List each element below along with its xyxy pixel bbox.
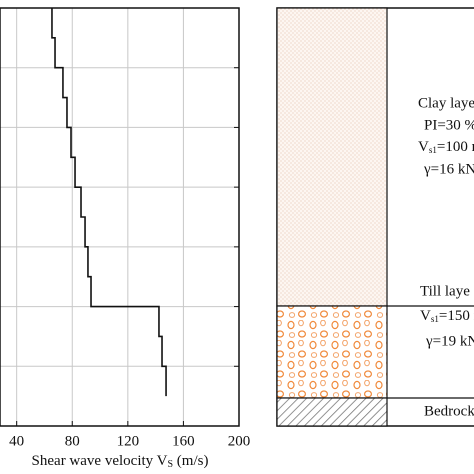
x-tick-label: 40 (9, 433, 24, 449)
velocity-profile (51, 8, 167, 397)
x-axis-label-text: Shear wave velocity V (32, 453, 168, 469)
value: =150 m (439, 308, 474, 324)
x-tick-label: 120 (117, 433, 140, 449)
layer-label: PI=30 % (424, 117, 474, 133)
soil-column (276, 7, 474, 427)
layer-label: Bedrock (424, 403, 474, 419)
x-axis-label: Shear wave velocity VS (m/s) (32, 453, 209, 470)
subscript: s1 (431, 314, 439, 324)
symbol: V (420, 308, 431, 324)
x-tick-label: 200 (228, 433, 251, 449)
value: =100 m (437, 139, 474, 155)
symbol: V (418, 139, 429, 155)
layer-label: Till laye (420, 283, 470, 299)
layer-label: Vs1=100 m (418, 139, 474, 155)
plot-frame (0, 7, 240, 427)
subscript: s1 (429, 145, 437, 155)
layer-label: Vs1=150 m (420, 308, 474, 324)
layer-label: Clay laye (418, 95, 474, 111)
layer-label: γ=16 kN/ (423, 161, 474, 177)
layer-label: γ=19 kN/ (425, 333, 474, 349)
x-tick-label: 80 (65, 433, 80, 449)
x-axis-label-unit: (m/s) (173, 453, 208, 469)
x-axis-label-sub: S (167, 459, 173, 470)
x-tick-label: 160 (172, 433, 195, 449)
